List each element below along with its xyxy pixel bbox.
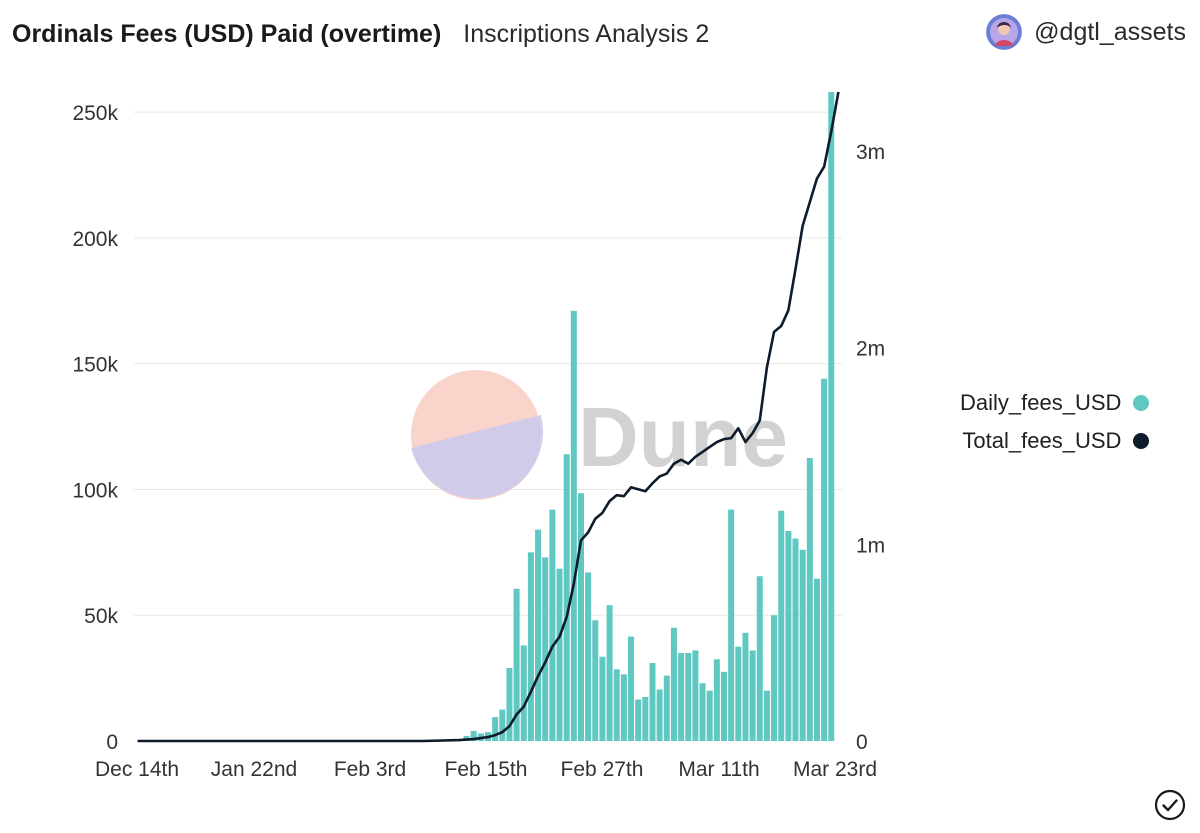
chart-title: Ordinals Fees (USD) Paid (overtime) [12,19,442,48]
daily-fee-bar[interactable] [670,627,677,741]
x-tick-label: Feb 15th [445,758,528,781]
bar-series [463,92,835,742]
daily-fee-bar[interactable] [692,650,699,741]
daily-fee-bar[interactable] [663,675,670,741]
y-left-tick-label: 100k [72,479,118,502]
daily-fee-bar[interactable] [506,668,513,741]
check-circle-icon[interactable] [1154,789,1186,821]
daily-fee-bar[interactable] [685,652,692,741]
legend-label-daily-fees: Daily_fees_USD [960,390,1122,415]
daily-fee-bar[interactable] [678,652,685,741]
daily-fee-bar[interactable] [699,683,706,741]
daily-fee-bar[interactable] [806,458,813,741]
daily-fee-bar[interactable] [542,557,549,741]
daily-fee-bar[interactable] [771,615,778,741]
daily-fee-bar[interactable] [549,509,556,741]
watermark-text: Dune [578,390,788,484]
author-badge[interactable]: @dgtl_assets [986,14,1186,50]
y-right-tick-label: 3m [856,141,885,164]
daily-fee-bar[interactable] [613,669,620,741]
legend: Daily_fees_USD Total_fees_USD [960,384,1150,460]
y-right-tick-label: 2m [856,338,885,361]
daily-fee-bar[interactable] [556,568,563,741]
daily-fee-bar[interactable] [628,636,635,741]
x-tick-label: Mar 23rd [793,758,877,781]
daily-fee-bar[interactable] [799,549,806,741]
daily-fee-bar[interactable] [749,650,756,741]
daily-fee-bar[interactable] [821,378,828,741]
x-tick-label: Dec 14th [95,758,179,781]
daily-fee-bar[interactable] [513,588,520,741]
y-left-tick-label: 150k [72,354,118,377]
daily-fee-bar[interactable] [635,699,642,741]
daily-fee-bar[interactable] [785,530,792,741]
daily-fee-bar[interactable] [706,690,713,741]
daily-fee-bar[interactable] [735,646,742,741]
daily-fee-bar[interactable] [520,645,527,741]
daily-fee-bar[interactable] [649,663,656,741]
legend-label-total-fees: Total_fees_USD [962,428,1122,453]
total-fees-line [137,91,840,743]
legend-item-total-fees[interactable]: Total_fees_USD [960,422,1150,460]
daily-fee-bar[interactable] [577,493,584,741]
daily-fee-bar[interactable] [585,572,592,741]
daily-fee-bar[interactable] [721,671,728,741]
daily-fee-bar[interactable] [620,674,627,741]
x-tick-label: Feb 3rd [334,758,406,781]
x-tick-label: Feb 27th [561,758,644,781]
daily-fee-bar[interactable] [713,659,720,741]
daily-fee-bar[interactable] [570,310,577,741]
legend-swatch-daily-fees [1133,395,1150,411]
legend-item-daily-fees[interactable]: Daily_fees_USD [960,384,1150,422]
legend-swatch-total-fees [1133,433,1150,449]
author-name: @dgtl_assets [1034,17,1186,46]
daily-fee-bar[interactable] [728,509,735,741]
daily-fee-bar[interactable] [763,690,770,741]
grid-lines [134,111,842,616]
daily-fee-bar[interactable] [599,656,606,741]
daily-fee-bar[interactable] [742,632,749,741]
daily-fee-bar[interactable] [535,529,542,741]
y-left-tick-label: 200k [72,228,118,251]
chart-header: Ordinals Fees (USD) Paid (overtime) Insc… [12,14,709,54]
daily-fee-bar[interactable] [778,510,785,741]
chart-subtitle: Inscriptions Analysis 2 [463,19,710,48]
daily-fee-bar[interactable] [828,92,835,741]
y-left-tick-label: 0 [106,731,118,754]
y-left-tick-label: 50k [84,605,118,628]
daily-fee-bar[interactable] [642,696,649,741]
daily-fee-bar[interactable] [813,578,820,741]
daily-fee-bar[interactable] [470,730,477,741]
y-right-tick-label: 0 [856,731,868,754]
daily-fee-bar[interactable] [492,717,499,741]
daily-fee-bar[interactable] [792,538,799,742]
watermark-logo-lower-icon [411,415,544,499]
daily-fee-bar[interactable] [756,576,763,741]
y-axis-left: 0 50k 100k 150k 200k 250k [72,102,118,754]
daily-fee-bar[interactable] [606,605,613,741]
x-tick-label: Mar 11th [678,758,759,781]
y-left-tick-label: 250k [72,102,118,125]
y-axis-right: 0 1m 2m 3m [856,141,885,754]
watermark: Dune [411,370,788,500]
daily-fee-bar[interactable] [592,620,599,741]
x-tick-label: Jan 22nd [211,758,297,781]
daily-fee-bar[interactable] [499,709,506,741]
y-right-tick-label: 1m [856,534,885,557]
x-axis: Dec 14th Jan 22nd Feb 3rd Feb 15th Feb 27th M… [95,758,877,781]
daily-fee-bar[interactable] [527,552,534,741]
daily-fee-bar[interactable] [656,689,663,741]
daily-fee-bar[interactable] [563,454,570,741]
avatar-icon [986,14,1023,50]
